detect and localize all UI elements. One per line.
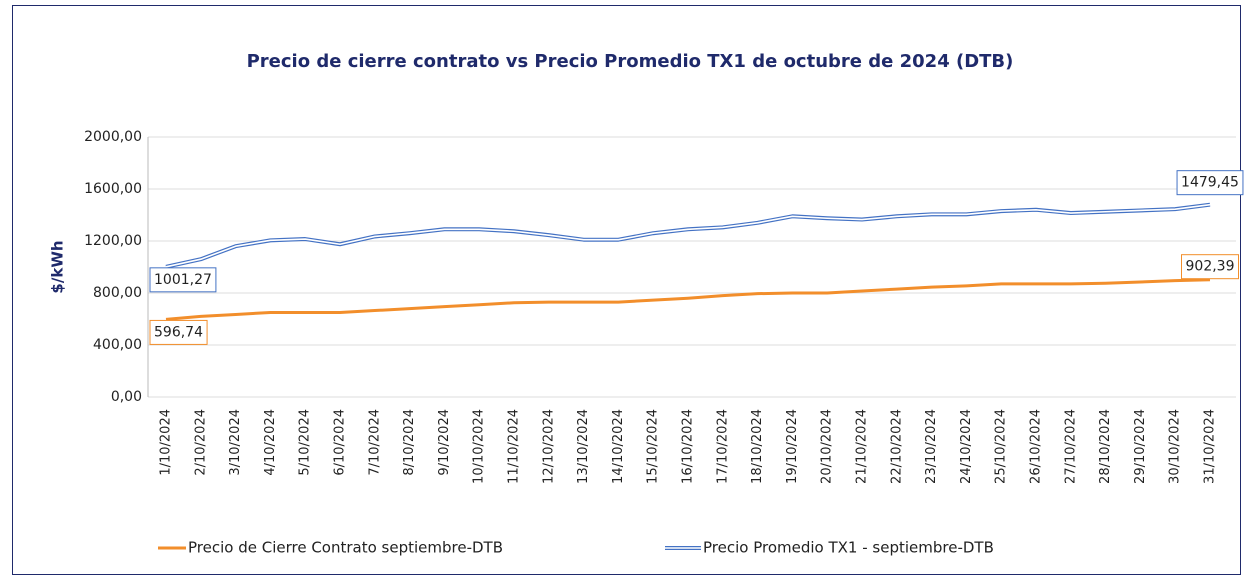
x-tick-label: 19/10/2024 — [785, 409, 800, 484]
y-tick-label: 2000,00 — [84, 129, 142, 145]
data-label-box — [1181, 254, 1239, 280]
x-tick-label: 6/10/2024 — [333, 409, 348, 476]
x-tick-label: 1/10/2024 — [159, 409, 174, 476]
x-tick-label: 17/10/2024 — [715, 409, 730, 484]
data-label-text: 596,74 — [154, 324, 203, 340]
x-tick-label: 22/10/2024 — [889, 409, 904, 484]
data-label-text: 902,39 — [1186, 259, 1235, 275]
data-label-text: 1001,27 — [154, 272, 212, 288]
x-tick-label: 14/10/2024 — [611, 409, 626, 484]
data-label: 1001,27 — [149, 267, 217, 293]
y-tick-label: 1200,00 — [84, 233, 142, 249]
y-axis-label: $/kWh — [49, 240, 67, 293]
x-tick-label: 4/10/2024 — [263, 409, 278, 476]
x-tick-label: 16/10/2024 — [681, 409, 696, 484]
chart-title: Precio de cierre contrato vs Precio Prom… — [247, 51, 1014, 72]
data-label: 596,74 — [149, 319, 208, 345]
x-tick-label: 5/10/2024 — [298, 409, 313, 476]
data-label-text: 1479,45 — [1181, 175, 1239, 191]
x-tick-label: 10/10/2024 — [472, 409, 487, 484]
line-inner — [165, 203, 1211, 268]
y-tick-label: 1600,00 — [84, 181, 142, 197]
x-tick-label: 3/10/2024 — [228, 409, 243, 476]
x-tick-label: 23/10/2024 — [924, 409, 939, 484]
legend-label: Precio de Cierre Contrato septiembre-DTB — [188, 539, 503, 557]
x-tick-label: 26/10/2024 — [1029, 409, 1044, 484]
data-label: 902,39 — [1181, 254, 1239, 280]
y-tick-label: 0,00 — [111, 389, 142, 405]
x-tick-label: 27/10/2024 — [1063, 409, 1078, 484]
x-tick-label: 12/10/2024 — [541, 409, 556, 484]
x-tick-label: 2/10/2024 — [193, 409, 208, 476]
data-label-box — [149, 267, 217, 293]
x-tick-label: 31/10/2024 — [1203, 409, 1218, 484]
x-tick-label: 21/10/2024 — [855, 409, 870, 484]
x-tick-label: 18/10/2024 — [750, 409, 765, 484]
x-tick-label: 30/10/2024 — [1168, 409, 1183, 484]
chart-border — [12, 5, 1241, 575]
x-tick-label: 28/10/2024 — [1098, 409, 1113, 484]
x-tick-label: 29/10/2024 — [1133, 409, 1148, 484]
x-tick-label: 15/10/2024 — [646, 409, 661, 484]
x-tick-label: 20/10/2024 — [820, 409, 835, 484]
x-tick-label: 11/10/2024 — [507, 409, 522, 484]
x-tick-label: 8/10/2024 — [402, 409, 417, 476]
x-tick-label: 24/10/2024 — [959, 409, 974, 484]
data-label-box — [1176, 170, 1244, 196]
x-tick-label: 9/10/2024 — [437, 409, 452, 476]
x-tick-label: 25/10/2024 — [994, 409, 1009, 484]
legend-label: Precio Promedio TX1 - septiembre-DTB — [703, 539, 994, 557]
y-tick-label: 800,00 — [93, 285, 142, 301]
line — [165, 278, 1211, 321]
data-label: 1479,45 — [1176, 170, 1244, 196]
x-tick-label: 13/10/2024 — [576, 409, 591, 484]
y-tick-label: 400,00 — [93, 337, 142, 353]
data-label-box — [149, 319, 208, 345]
x-tick-label: 7/10/2024 — [367, 409, 382, 476]
